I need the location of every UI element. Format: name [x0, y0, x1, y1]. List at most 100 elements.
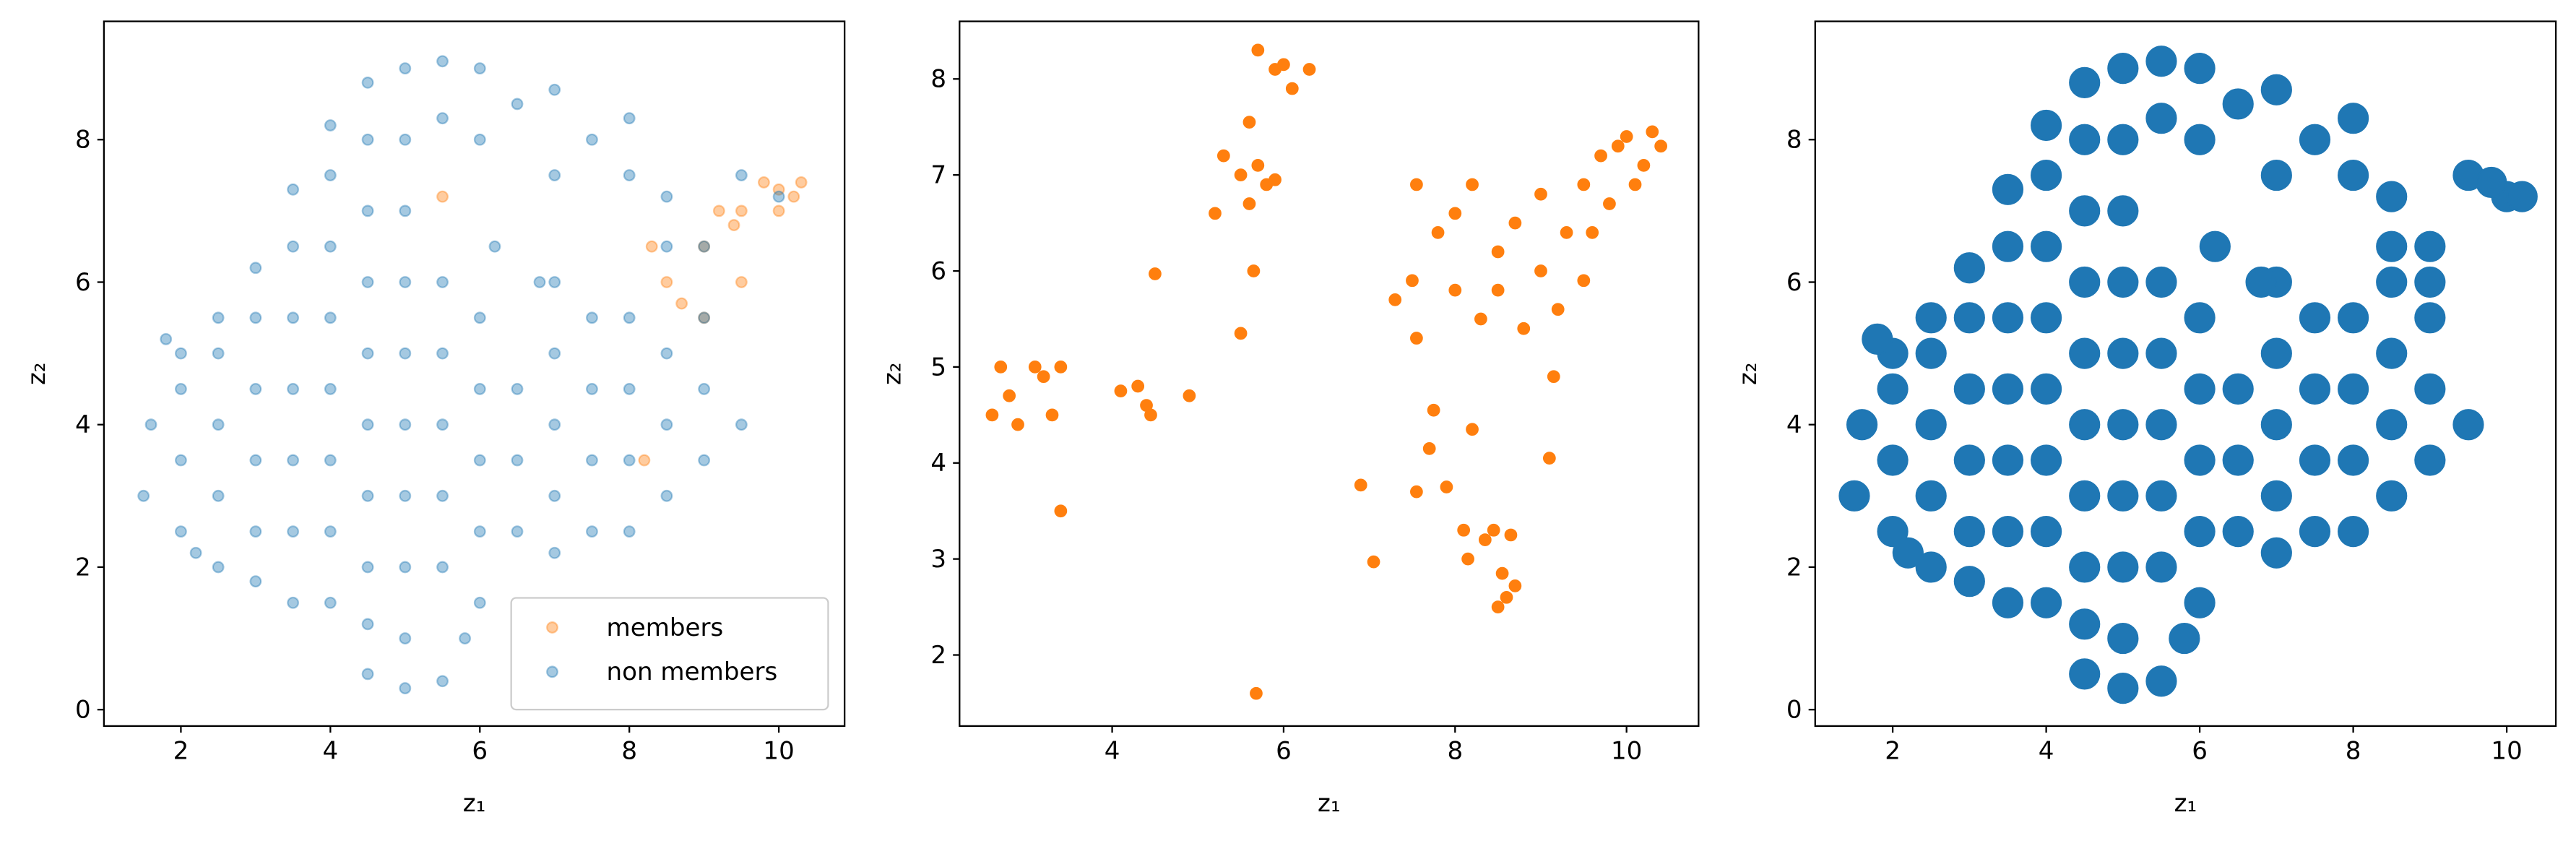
point [623, 525, 636, 538]
point [287, 596, 300, 609]
point [2030, 373, 2062, 405]
point [1277, 58, 1290, 72]
x-tick-label: 10 [2491, 736, 2522, 765]
point [1504, 528, 1518, 542]
y-axis-label: z₂ [22, 362, 51, 385]
point [2069, 124, 2101, 155]
y-tick-label: 4 [1786, 410, 1802, 439]
point [2184, 124, 2216, 155]
point [511, 382, 524, 395]
point [1268, 173, 1281, 186]
point [2069, 551, 2101, 583]
point [1487, 523, 1500, 537]
point [1654, 139, 1668, 153]
point [2337, 444, 2369, 476]
point [2107, 337, 2139, 369]
point [2069, 337, 2101, 369]
point [324, 382, 337, 395]
point [548, 347, 561, 360]
subplot: 2 4 6 8 10 0 2 4 6 8 z₁ z₂ [1734, 20, 2557, 818]
y-tick-label: 8 [1786, 126, 1802, 155]
point [1354, 478, 1367, 492]
y-tick-label: 4 [930, 449, 946, 478]
point [2145, 480, 2177, 512]
point [2376, 230, 2408, 262]
point [249, 575, 262, 588]
point [189, 546, 202, 559]
point [1517, 322, 1531, 335]
point [1302, 63, 1316, 76]
point [399, 347, 412, 360]
y-tick-label: 7 [930, 161, 946, 190]
point [2337, 302, 2369, 334]
point [1242, 197, 1256, 210]
point [2107, 622, 2139, 655]
point [2069, 266, 2101, 298]
point [1992, 444, 2024, 476]
point [361, 204, 374, 217]
point [1628, 178, 1642, 191]
point [623, 311, 636, 324]
point [1915, 302, 1947, 334]
point [1410, 332, 1423, 345]
point [399, 418, 412, 431]
point [2030, 302, 2062, 334]
y-tick-label: 0 [75, 696, 91, 725]
point [1410, 178, 1423, 191]
point [1915, 337, 1947, 369]
point [2145, 46, 2177, 77]
point [249, 311, 262, 324]
point [2299, 373, 2331, 405]
point [2069, 66, 2101, 98]
point [1534, 264, 1547, 277]
x-tick-label: 2 [173, 736, 189, 765]
point [2107, 124, 2139, 155]
point [2299, 302, 2331, 334]
point [1045, 408, 1059, 422]
point [1183, 389, 1196, 402]
point [175, 347, 187, 360]
point [698, 311, 711, 324]
point [1953, 566, 1985, 598]
x-tick-label: 8 [2346, 736, 2361, 765]
point [2376, 266, 2408, 298]
point [459, 632, 471, 644]
point [2476, 166, 2507, 199]
point [436, 347, 449, 360]
point [2145, 337, 2177, 369]
y-tick-label: 5 [930, 353, 946, 381]
point [1478, 533, 1492, 546]
point [660, 347, 673, 360]
point [399, 276, 412, 288]
point [1144, 408, 1157, 422]
point [287, 183, 300, 196]
point [473, 596, 486, 609]
point [2184, 516, 2216, 548]
point [436, 112, 449, 125]
point [436, 489, 449, 502]
point [1406, 274, 1419, 288]
point [2222, 516, 2254, 548]
point [1992, 373, 2024, 405]
point [473, 525, 486, 538]
point [698, 311, 711, 324]
point [436, 561, 449, 574]
point [1500, 590, 1513, 604]
x-tick-label: 2 [1885, 736, 1901, 765]
point [1054, 361, 1068, 374]
point [787, 190, 800, 203]
point [2184, 302, 2216, 334]
point [2069, 658, 2101, 690]
point [1131, 379, 1145, 393]
point [1992, 587, 2024, 618]
point [2452, 409, 2484, 441]
legend: members non members [510, 597, 829, 711]
point [548, 546, 561, 559]
point [473, 382, 486, 395]
x-axis-label: z₁ [1318, 789, 1341, 818]
point [2260, 480, 2292, 512]
point [660, 418, 673, 431]
y-axis-label: z₂ [1734, 362, 1763, 385]
point [772, 190, 785, 203]
